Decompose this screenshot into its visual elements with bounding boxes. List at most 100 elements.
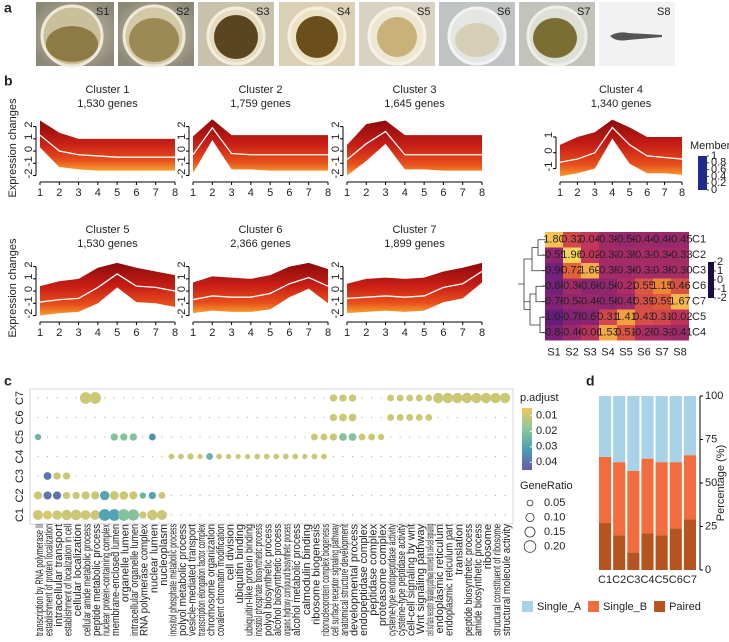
grid-dot	[361, 397, 363, 399]
heat-cell	[581, 325, 599, 341]
y-tick-label: -2	[176, 309, 188, 319]
grid-dot	[275, 416, 277, 419]
x-tick-label: calmodulin binding	[301, 524, 313, 615]
y-tick-label: -2	[330, 309, 342, 319]
x-tick-label: C3	[626, 574, 640, 586]
y-tick-label: C7	[14, 391, 26, 405]
cell-label: 0.46	[669, 280, 690, 292]
dot	[415, 394, 423, 402]
chart-title: Cluster 4	[599, 84, 643, 96]
x-tick-label: proteasome complex	[377, 524, 389, 627]
y-tick-label: 100	[705, 390, 723, 402]
grid-dot	[189, 416, 192, 419]
colorbar-tick-label: 0	[717, 274, 723, 286]
grid-dot	[56, 416, 58, 419]
dot	[156, 509, 167, 521]
grid-dot	[361, 455, 363, 458]
grid-dot	[266, 397, 268, 399]
grid-dot	[228, 475, 230, 477]
grid-dot	[170, 416, 173, 419]
cell-label: 1.67	[669, 296, 690, 308]
dot	[273, 453, 280, 460]
grid-dot	[142, 455, 144, 458]
dot	[109, 490, 119, 501]
x-tick-label: 3	[592, 187, 598, 199]
dot	[110, 433, 118, 441]
chart-subtitle: 1,530 genes	[77, 98, 138, 110]
bar-segment	[641, 533, 654, 570]
y-tick-label: 2	[23, 262, 35, 268]
x-tick-label: 4	[402, 187, 408, 199]
grid-dot	[504, 416, 506, 419]
x-tick-label: 1	[344, 187, 350, 199]
y-tick-label: -2	[23, 169, 35, 179]
heat-cell	[635, 263, 653, 279]
x-tick-label: endoplasmic reticulum part	[444, 524, 456, 636]
grid-dot	[113, 397, 115, 399]
dot	[461, 392, 473, 404]
x-tick-label: 5	[267, 187, 273, 199]
dot	[452, 392, 463, 404]
dot	[415, 414, 423, 421]
grid-dot	[494, 455, 497, 458]
cell-label: -0.35	[613, 249, 638, 261]
colorbar-tick-label: 0.2	[711, 177, 726, 189]
grid-dot	[104, 455, 106, 458]
heat-cell	[545, 309, 563, 325]
grid-dot	[494, 475, 497, 477]
grid-dot	[189, 475, 192, 477]
dot	[321, 453, 327, 460]
x-tick-label: 3	[383, 187, 389, 199]
bar-segment	[669, 528, 682, 570]
x-tick-label: 6	[133, 327, 139, 339]
bar-segment	[641, 396, 654, 459]
stage-labels: S1 S2 S3 S4 S5 S6 S7 S8	[96, 6, 670, 18]
grid-dot	[380, 514, 382, 516]
cell-label: -0.36	[559, 280, 584, 292]
cell-label: 0.43	[633, 311, 654, 323]
cell-label: 1.15	[651, 280, 672, 292]
dot	[282, 453, 289, 460]
dot	[263, 453, 270, 460]
colorbar-tick-label: -2	[717, 292, 727, 304]
grid-dot	[342, 514, 344, 516]
x-tick-label: 6	[440, 327, 446, 339]
grid-dot	[65, 397, 68, 399]
grid-dot	[428, 455, 430, 458]
x-tick-label: 2	[363, 327, 369, 339]
heat-cell	[599, 309, 617, 325]
grid-dot	[285, 436, 287, 438]
cell-label: -0.22	[613, 280, 638, 292]
grid-dot	[323, 416, 325, 419]
grid-dot	[65, 416, 68, 419]
colorbar-tick-label: 0.02	[536, 425, 557, 437]
dot	[61, 509, 72, 521]
x-tick-label: 8	[325, 327, 331, 339]
grid-dot	[132, 416, 134, 419]
grid-dot	[313, 475, 315, 477]
grid-dot	[247, 397, 249, 399]
dot	[129, 491, 138, 500]
grid-dot	[275, 475, 277, 477]
embryo-images	[36, 2, 675, 68]
grid-dot	[256, 397, 258, 399]
column-label: S6	[637, 346, 650, 358]
y-tick-label: 50	[705, 477, 717, 489]
grid-dot	[208, 416, 211, 419]
cell-label: -0.55	[541, 249, 566, 261]
bar-segment	[669, 396, 682, 463]
grid-dot	[475, 436, 478, 438]
grid-dot	[37, 475, 39, 477]
x-tick-label: 2	[209, 327, 215, 339]
x-tick-label: cysteine-type peptidase activity	[396, 524, 408, 636]
grid-dot	[237, 436, 239, 438]
heat-cell	[563, 309, 581, 325]
grid-dot	[485, 514, 487, 516]
yolk	[214, 15, 258, 59]
dot	[387, 394, 395, 402]
x-tick-label: establishment of protein localization	[43, 524, 55, 636]
grid-dot	[256, 514, 258, 516]
grid-dot	[266, 494, 268, 497]
dot	[320, 433, 328, 441]
x-tick-label: 8	[325, 187, 331, 199]
